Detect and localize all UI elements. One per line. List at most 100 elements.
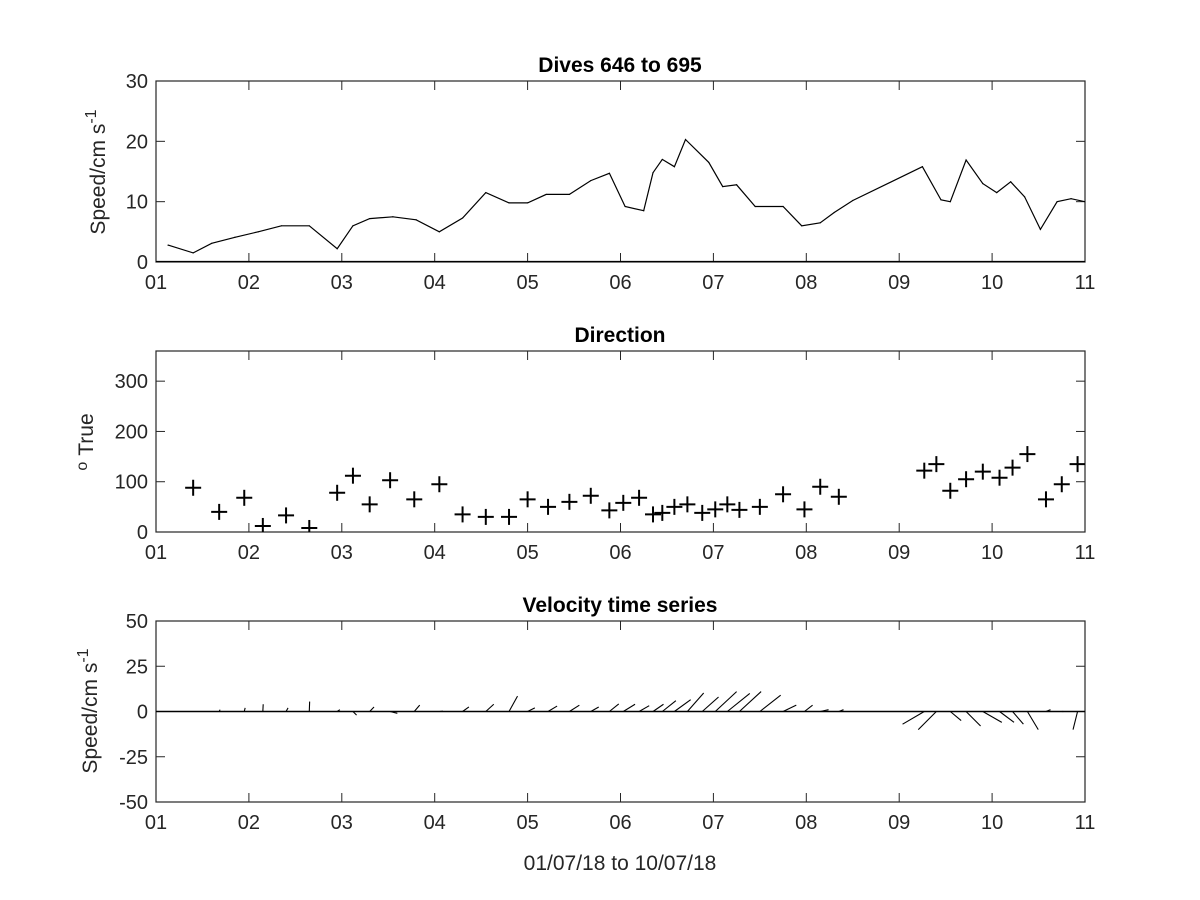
direction-marker <box>916 462 933 479</box>
speed-point <box>643 210 645 212</box>
direction-marker <box>254 517 271 532</box>
velocity-stick <box>638 705 650 712</box>
direction-marker <box>958 471 975 488</box>
direction-panel-ylabel-prefix: o <box>74 462 91 471</box>
speed-point <box>438 231 440 233</box>
velocity-stick <box>590 706 600 712</box>
speed-point <box>782 205 784 208</box>
direction-panel-series <box>185 446 1085 532</box>
speed-point <box>415 219 417 221</box>
speed-point <box>234 236 236 238</box>
velocity-stick <box>652 703 664 712</box>
direction-marker <box>928 456 945 473</box>
direction-marker <box>344 467 361 484</box>
velocity-panel-title: Velocity time series <box>523 594 718 617</box>
speed-point <box>527 202 529 204</box>
direction-panel-ylabel: o True <box>74 413 98 470</box>
speed-point <box>722 185 724 188</box>
direction-marker <box>406 491 423 508</box>
direction-marker <box>694 504 711 521</box>
speed-point <box>921 166 924 168</box>
velocity-stick <box>714 691 737 712</box>
velocity-panel-xtick-label: 10 <box>981 812 1003 834</box>
velocity-panel-xtick-label: 05 <box>516 812 538 834</box>
velocity-stick <box>218 709 221 712</box>
velocity-stick <box>917 711 937 730</box>
speed-point <box>369 217 371 220</box>
speed-point <box>949 201 951 203</box>
speed-point <box>608 172 610 174</box>
direction-marker <box>679 496 696 513</box>
velocity-stick <box>527 707 536 712</box>
direction-marker <box>666 498 683 515</box>
velocity-stick <box>389 710 398 714</box>
velocity-stick <box>1072 711 1079 730</box>
speed-panel-xtick-label: 01 <box>145 272 167 294</box>
direction-marker <box>236 489 253 506</box>
velocity-stick <box>804 704 813 712</box>
speed-point <box>280 225 283 227</box>
velocity-stick <box>820 709 829 713</box>
velocity-panel: Velocity time series Speed/cm s-1 01/07/… <box>75 594 1095 875</box>
direction-panel-ylabel-main: True <box>75 413 98 455</box>
direction-marker <box>796 501 813 518</box>
speed-point <box>1070 198 1072 200</box>
velocity-stick <box>336 709 341 712</box>
velocity-stick <box>902 711 925 725</box>
speed-panel: Dives 646 to 695 Speed/cm s-1 01 02 03 04 05… <box>83 54 1095 294</box>
speed-point <box>1024 196 1026 198</box>
speed-panel-xtick-label: 02 <box>238 272 260 294</box>
direction-marker <box>278 507 295 524</box>
speed-point <box>940 199 942 201</box>
direction-marker <box>501 508 518 525</box>
velocity-panel-xlabel: 01/07/18 to 10/07/18 <box>524 852 717 875</box>
direction-marker <box>301 519 318 532</box>
direction-marker <box>731 501 748 518</box>
direction-marker <box>1004 459 1021 476</box>
direction-panel-xtick-label: 05 <box>516 542 538 564</box>
speed-point <box>801 225 803 227</box>
velocity-panel-xtick-label: 06 <box>609 812 631 834</box>
speed-point <box>392 216 394 218</box>
direction-marker <box>185 479 202 496</box>
direction-panel-title: Direction <box>574 324 665 347</box>
speed-point <box>673 166 675 168</box>
velocity-panel-plot-area: 01 02 03 04 05 06 07 08 09 10 11 50 25 0 -25 -50 <box>119 611 1095 834</box>
direction-marker <box>615 494 632 511</box>
velocity-panel-ylabel-superscript: -1 <box>75 648 92 662</box>
direction-marker <box>1037 491 1054 508</box>
speed-point <box>708 161 710 164</box>
speed-series-line <box>167 138 1085 254</box>
direction-panel-ytick-label: 0 <box>137 522 148 544</box>
velocity-stick <box>674 699 691 712</box>
velocity-stick <box>413 704 421 712</box>
direction-panel-ytick-label: 200 <box>115 421 148 443</box>
velocity-stick <box>285 707 289 712</box>
speed-point <box>257 231 259 233</box>
speed-point <box>508 202 510 204</box>
speed-panel-title: Dives 646 to 695 <box>538 54 702 77</box>
speed-point <box>336 248 338 250</box>
velocity-panel-xtick-label: 01 <box>145 812 167 834</box>
speed-panel-xtick-label: 06 <box>609 272 631 294</box>
direction-marker <box>361 496 378 513</box>
velocity-panel-xtick-label: 02 <box>238 812 260 834</box>
speed-point <box>1010 181 1012 183</box>
velocity-panel-ytick-label: 50 <box>126 611 148 633</box>
speed-panel-xtick-label: 03 <box>331 272 353 294</box>
speed-panel-xtick-label: 04 <box>424 272 446 294</box>
direction-panel-xtick-label: 11 <box>1075 542 1096 564</box>
direction-panel-xtick-label: 09 <box>888 542 910 564</box>
speed-panel-xtick-label: 10 <box>981 272 1003 294</box>
velocity-stick <box>352 711 357 716</box>
direction-panel-xtick-label: 01 <box>145 542 167 564</box>
speed-point <box>352 225 354 227</box>
direction-marker <box>654 504 671 521</box>
speed-panel-xtick-label: 11 <box>1075 272 1096 294</box>
direction-marker <box>601 502 618 519</box>
speed-point <box>982 182 984 185</box>
speed-point <box>1039 228 1042 231</box>
speed-point <box>461 217 464 219</box>
